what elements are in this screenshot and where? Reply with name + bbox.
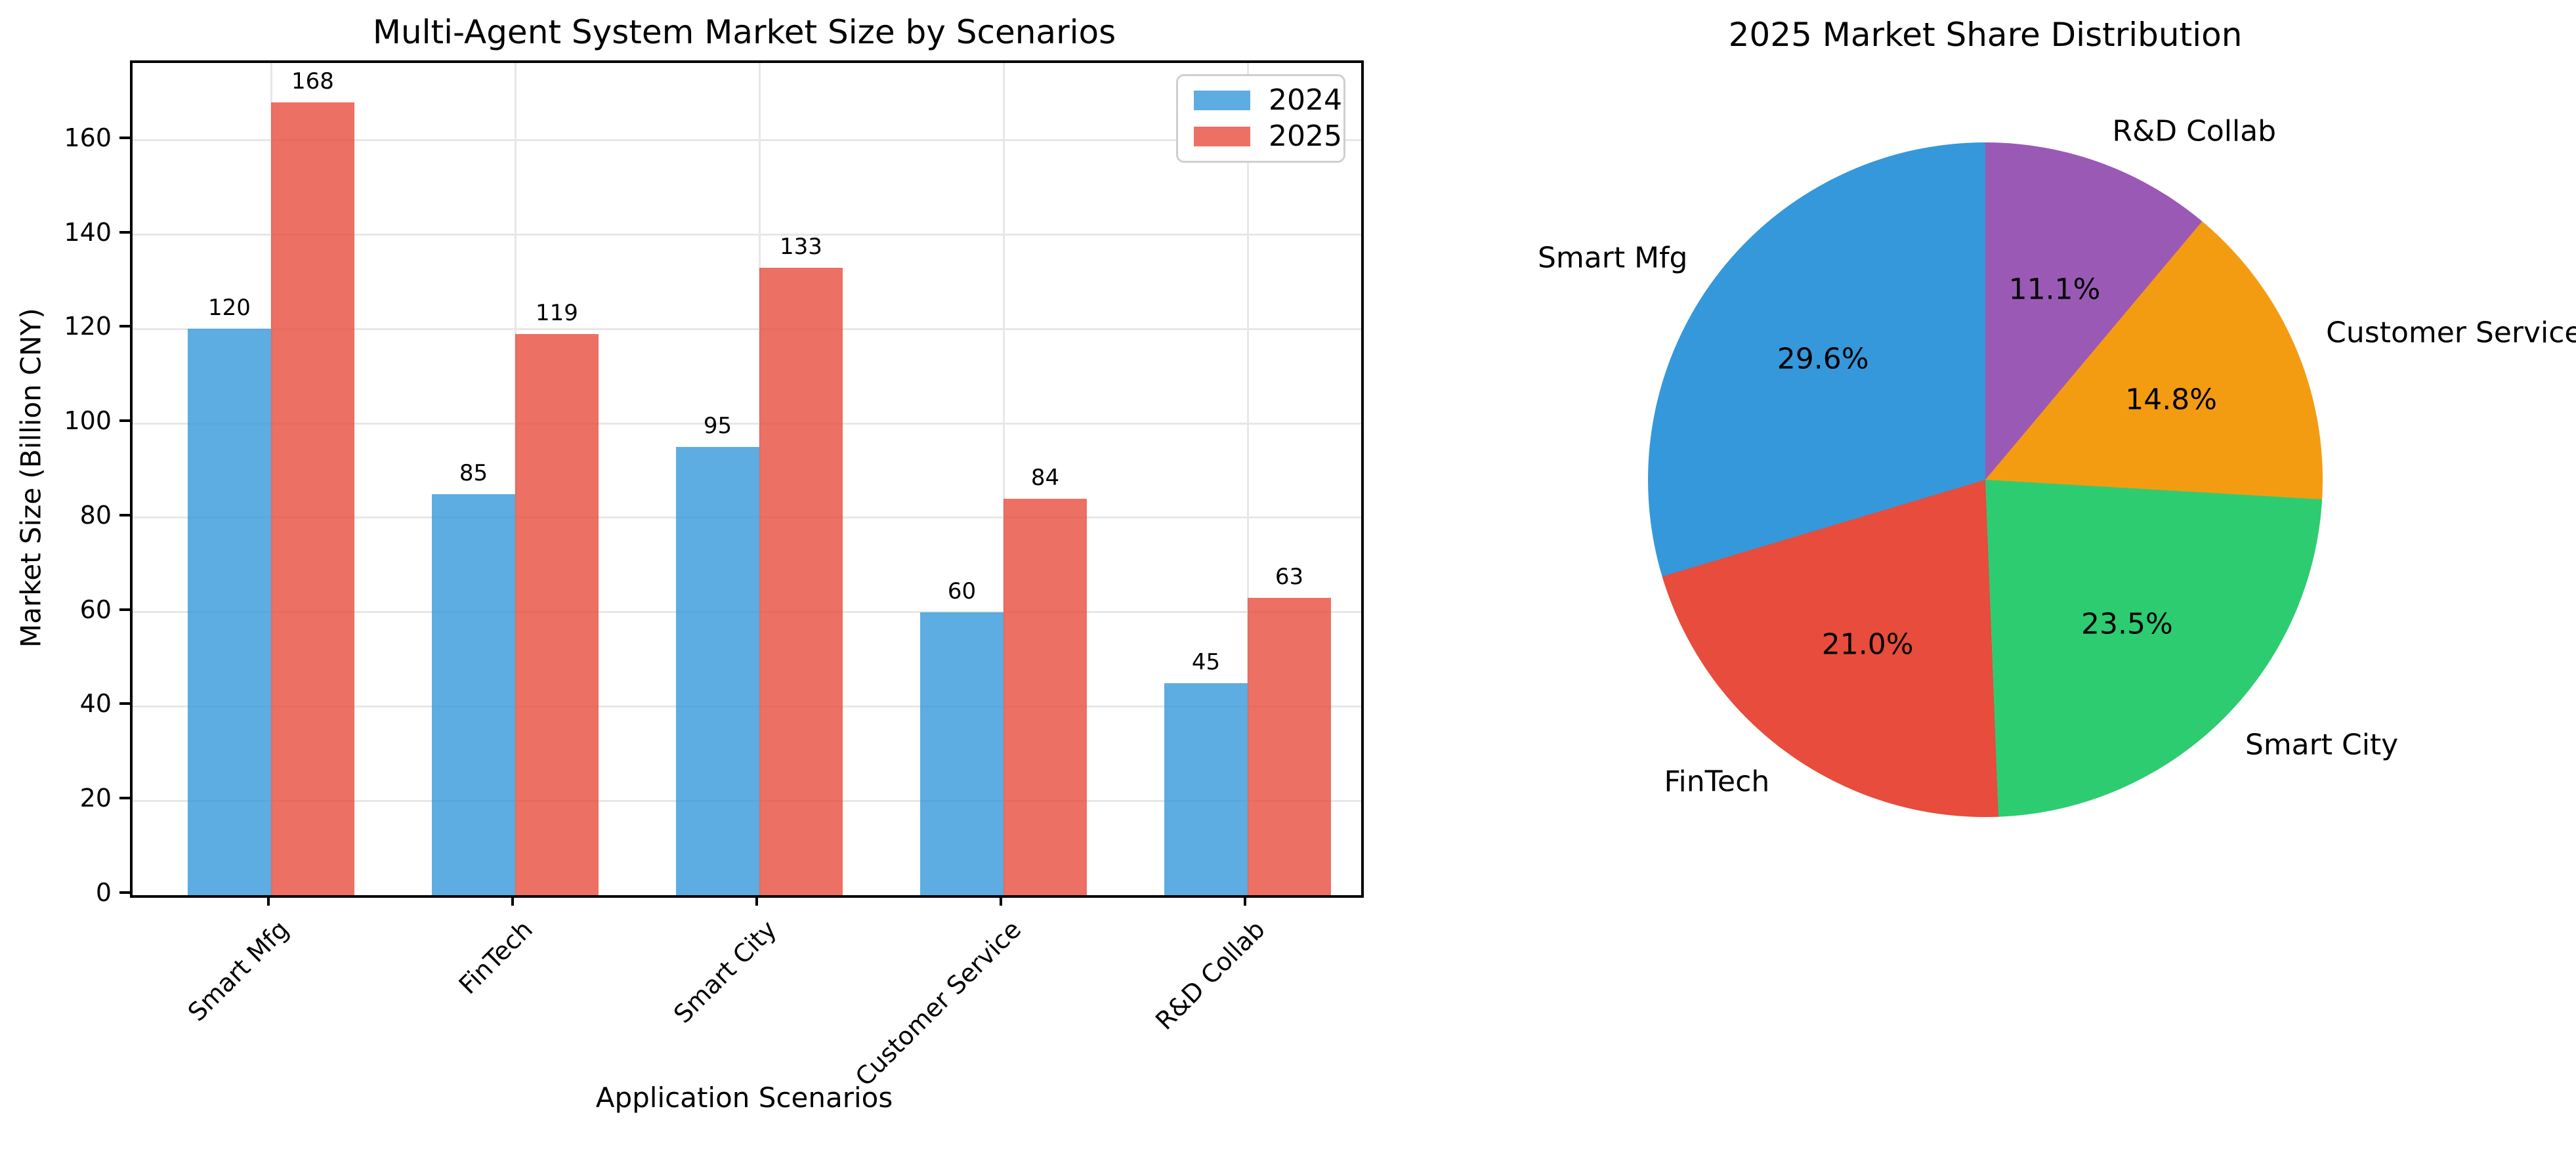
bar-value-label: 168	[291, 68, 334, 95]
bar-value-label: 45	[1191, 648, 1221, 675]
gridline-v	[1246, 63, 1249, 895]
x-tick-mark	[1244, 895, 1246, 906]
gridline-h	[133, 139, 1361, 142]
bar-value-label: 60	[947, 578, 977, 604]
legend-swatch-2024	[1194, 91, 1250, 110]
x-tick-mark	[1000, 895, 1002, 906]
gridline-h	[133, 234, 1361, 236]
y-tick-label: 120	[64, 312, 112, 341]
bar-value-label: 133	[780, 233, 822, 260]
pie-pct-label: 29.6%	[1777, 342, 1869, 376]
y-tick-label: 80	[79, 500, 112, 530]
bar-2024-r-d-collab	[1164, 683, 1248, 895]
pie-slice-label: Customer Service	[2326, 316, 2576, 350]
bar-2024-fintech	[432, 494, 515, 895]
bar-2025-smart-mfg	[271, 102, 354, 895]
x-tick-mark	[267, 895, 270, 906]
y-tick-mark	[119, 325, 130, 328]
pie-slice-label: R&D Collab	[2112, 114, 2277, 148]
bar-value-label: 85	[459, 460, 488, 487]
legend-label: 2024	[1269, 83, 1342, 117]
pie-pct-label: 11.1%	[2008, 272, 2101, 306]
gridline-h	[133, 422, 1361, 425]
legend: 2024 2025	[1176, 74, 1345, 163]
gridline-v	[1002, 63, 1005, 895]
bar-value-label: 119	[536, 299, 578, 326]
bar-2025-customer-service	[1003, 499, 1087, 895]
pie-slice-label: Smart City	[2245, 728, 2399, 762]
x-tick-label: Customer Service	[849, 915, 1027, 1092]
y-tick-label: 20	[79, 784, 112, 813]
legend-swatch-2025	[1194, 127, 1250, 146]
bar-2024-smart-city	[676, 447, 759, 895]
pie-slice-label: FinTech	[1664, 765, 1770, 799]
y-tick-mark	[119, 608, 130, 611]
y-tick-label: 0	[95, 878, 112, 907]
legend-item-2024: 2024	[1178, 86, 1343, 115]
y-tick-mark	[119, 702, 130, 706]
bar-value-label: 63	[1275, 564, 1304, 591]
y-tick-mark	[119, 513, 130, 516]
y-tick-label: 60	[79, 595, 112, 624]
x-tick-label: Smart City	[668, 915, 783, 1029]
pie-pct-label: 14.8%	[2125, 383, 2218, 417]
pie-pct-label: 23.5%	[2081, 607, 2173, 641]
legend-item-2025: 2025	[1178, 122, 1343, 151]
y-tick-label: 160	[64, 123, 112, 152]
y-tick-label: 40	[79, 689, 112, 719]
x-tick-label: R&D Collab	[1150, 915, 1271, 1036]
y-tick-mark	[119, 419, 130, 423]
pie-slice-label: Smart Mfg	[1538, 241, 1688, 275]
bar-axes: 120 168 85 119 95 133 60 84 45 63	[130, 60, 1364, 898]
x-axis-label: Application Scenarios	[595, 1082, 893, 1114]
bar-value-label: 84	[1030, 465, 1060, 492]
y-tick-label: 100	[64, 406, 112, 436]
x-tick-label: FinTech	[453, 915, 539, 1000]
bar-2025-smart-city	[759, 267, 843, 895]
x-tick-label: Smart Mfg	[182, 915, 295, 1027]
pie-chart-title: 2025 Market Share Distribution	[1728, 16, 2243, 54]
bar-chart-title: Multi-Agent System Market Size by Scenar…	[372, 13, 1116, 51]
pie	[1648, 142, 2323, 817]
y-tick-label: 140	[64, 217, 112, 247]
y-tick-mark	[119, 136, 130, 139]
bar-2025-r-d-collab	[1248, 598, 1331, 895]
legend-label: 2025	[1269, 119, 1342, 153]
bar-2025-fintech	[515, 333, 599, 895]
x-tick-mark	[511, 895, 514, 906]
y-axis-label: Market Size (Billion CNY)	[14, 308, 47, 648]
y-tick-mark	[119, 891, 130, 894]
bar-2024-customer-service	[920, 612, 1003, 895]
x-tick-mark	[755, 895, 758, 906]
bar-2024-smart-mfg	[188, 329, 271, 895]
pie-pct-label: 21.0%	[1821, 627, 1914, 662]
bar-value-label: 95	[703, 413, 732, 440]
bar-value-label: 120	[208, 295, 251, 322]
y-tick-mark	[119, 797, 130, 800]
y-tick-mark	[119, 230, 130, 234]
gridline-h	[133, 327, 1361, 330]
